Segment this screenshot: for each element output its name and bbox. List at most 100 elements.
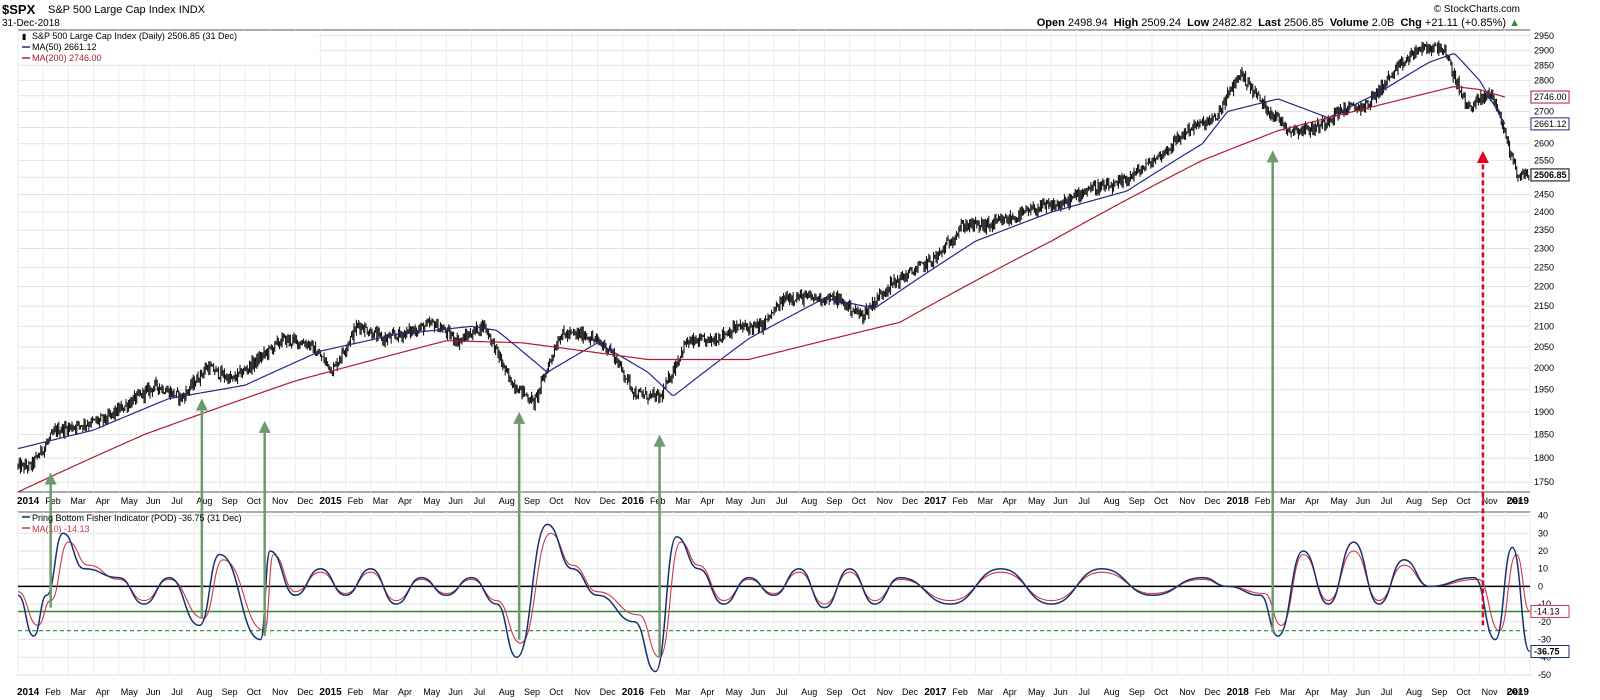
price-x-tick-label: Jun	[146, 496, 161, 506]
indicator-x-tick-label: Dec	[297, 687, 314, 697]
price-last-value-box	[1530, 168, 1570, 182]
indicator-x-tick-label: Mar	[675, 687, 691, 697]
price-x-tick-label: Oct	[1456, 496, 1471, 506]
indicator-x-tick-label: Aug	[196, 687, 212, 697]
indicator-x-tick-label: Jun	[448, 687, 463, 697]
price-x-tick-label: Mar	[978, 496, 994, 506]
indicator-x-tick-label: Nov	[877, 687, 894, 697]
price-x-tick-label: Sep	[222, 496, 238, 506]
indicator-x-tick-label: Dec	[1204, 687, 1221, 697]
indicator-x-tick-label: Apr	[1003, 687, 1017, 697]
buy-arrowhead	[258, 420, 271, 433]
price-y-tick-label: 1950	[1534, 385, 1554, 395]
price-x-tick-label: Feb	[45, 496, 61, 506]
chart-date: 31-Dec-2018	[2, 18, 60, 29]
price-y-tick-label: 2300	[1534, 244, 1554, 254]
price-x-tick-label: Oct	[549, 496, 564, 506]
indicator-x-tick-label: Feb	[1255, 687, 1271, 697]
fisher-ma-last-value: -14.13	[1534, 606, 1560, 616]
price-y-tick-label: 1850	[1534, 430, 1554, 440]
price-x-tick-label: Feb	[650, 496, 666, 506]
price-x-tick-label: Apr	[96, 496, 110, 506]
price-x-tick-label: Oct	[247, 496, 262, 506]
indicator-x-tick-label: Oct	[549, 687, 564, 697]
indicator-x-tick-label: Jun	[751, 687, 766, 697]
index-name-text: S&P 500 Large Cap Index	[48, 4, 176, 16]
price-y-tick-label: 2850	[1534, 60, 1554, 70]
price-x-tick-label: Mar	[675, 496, 691, 506]
price-x-tick-label: Aug	[1104, 496, 1120, 506]
ma200-last-value-box	[1530, 90, 1570, 104]
price-x-tick-label: Mar	[1280, 496, 1296, 506]
indicator-x-tick-label: 2015	[319, 687, 342, 698]
price-bars	[17, 40, 1530, 474]
price-x-tick-label: Feb	[1255, 496, 1271, 506]
indicator-x-tick-label: Nov	[272, 687, 289, 697]
indicator-x-tick-label: May	[1028, 687, 1046, 697]
indicator-x-tick-label: Feb	[348, 687, 364, 697]
sell-arrowhead	[1476, 150, 1489, 163]
price-x-tick-label: Dec	[600, 496, 617, 506]
ma200-line	[17, 85, 1505, 493]
price-x-tick-label: Jul	[1078, 496, 1090, 506]
indicator-x-tick-label: Mar	[70, 687, 86, 697]
price-x-tick-label: 2018	[1227, 496, 1250, 507]
low-value: 2482.82	[1212, 17, 1252, 29]
price-y-tick-label: 2100	[1534, 321, 1554, 331]
open-value: 2498.94	[1067, 17, 1108, 29]
price-x-tick-label: Sep	[524, 496, 540, 506]
indicator-x-tick-label: Dec	[902, 687, 919, 697]
quote-summary: Open 2498.94 High 2509.24 Low 2482.82 La…	[1037, 17, 1520, 29]
price-legend-bg	[19, 31, 319, 63]
last-label: Last	[1258, 17, 1281, 29]
price-x-tick-label: Jun	[1356, 496, 1371, 506]
buy-arrowhead	[513, 411, 526, 424]
fisher-ma-legend-label: MA(10) -14.13	[32, 524, 90, 534]
price-y-tick-label: 1900	[1534, 407, 1554, 417]
buy-arrowhead	[195, 398, 208, 411]
fisher-ma-line	[17, 532, 1531, 658]
indicator-x-tick-label: Apr	[1305, 687, 1319, 697]
high-value: 2509.24	[1141, 17, 1182, 29]
indicator-x-tick-label: Apr	[96, 687, 110, 697]
price-x-tick-label: Aug	[1406, 496, 1422, 506]
price-x-tick-label: 2014	[17, 496, 40, 507]
price-x-tick-label: Mar	[373, 496, 389, 506]
price-x-axis: 2014 Feb Mar Apr May Jun Jul Aug Sep Oct Nov Dec 201…	[17, 30, 1531, 507]
fisher-last-value-box	[1530, 645, 1570, 659]
indicator-x-tick-label: Sep	[1129, 687, 1145, 697]
price-y-tick-label: 2200	[1534, 282, 1554, 292]
price-x-tick-label: Nov	[877, 496, 894, 506]
indicator-x-tick-label: Aug	[1104, 687, 1120, 697]
symbol-title: $SPX	[2, 2, 36, 17]
price-x-tick-label: 2016	[622, 496, 645, 507]
price-y-tick-label: 2900	[1534, 45, 1554, 55]
price-x-tick-label: Aug	[801, 496, 817, 506]
open-label: Open	[1036, 17, 1065, 29]
indicator-x-tick-label: Jun	[1356, 687, 1371, 697]
price-x-tick-label: May	[1330, 496, 1348, 506]
index-name: S&P 500 Large Cap Index INDX	[48, 4, 205, 16]
indicator-x-tick-label: Aug	[801, 687, 817, 697]
price-y-tick-label: 2450	[1534, 190, 1554, 200]
fisher-last-value: -36.75	[1534, 647, 1560, 657]
indicator-x-tick-label: Oct	[852, 687, 867, 697]
price-x-tick-label: Nov	[574, 496, 591, 506]
price-y-tick-label: 2000	[1534, 363, 1554, 373]
indicator-x-tick-label: Nov	[1482, 687, 1499, 697]
indicator-x-tick-label: Sep	[222, 687, 238, 697]
price-x-tick-label: Jun	[751, 496, 766, 506]
indicator-x-tick-label: Sep	[826, 687, 842, 697]
price-x-tick-label: May	[423, 496, 441, 506]
low-label: Low	[1187, 17, 1210, 29]
indicator-y-tick-label: -30	[1538, 635, 1551, 645]
buy-signal-arrows	[44, 150, 1279, 658]
indicator-x-tick-label: Apr	[700, 687, 714, 697]
price-legend-label: S&P 500 Large Cap Index (Daily) 2506.85 …	[32, 31, 237, 41]
indicator-x-tick-label: May	[726, 687, 744, 697]
price-bar-series	[17, 40, 1530, 474]
indicator-x-tick-label: 2017	[924, 687, 947, 698]
chg-label: Chg	[1400, 17, 1422, 29]
price-x-tick-label: Dec	[1507, 496, 1524, 506]
indicator-x-tick-label: Sep	[524, 687, 540, 697]
